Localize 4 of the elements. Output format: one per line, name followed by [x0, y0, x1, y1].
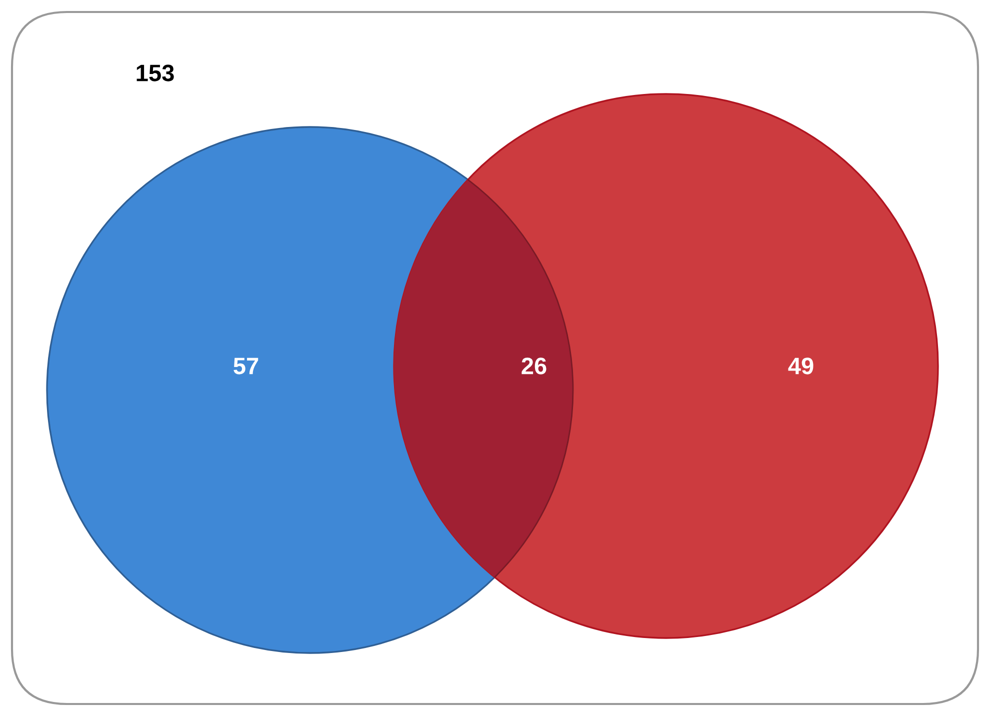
data-label: 26 [522, 358, 546, 374]
data-label: 57 [234, 358, 258, 374]
data-label: 153 [136, 64, 174, 82]
data-label: 49 [788, 358, 814, 374]
